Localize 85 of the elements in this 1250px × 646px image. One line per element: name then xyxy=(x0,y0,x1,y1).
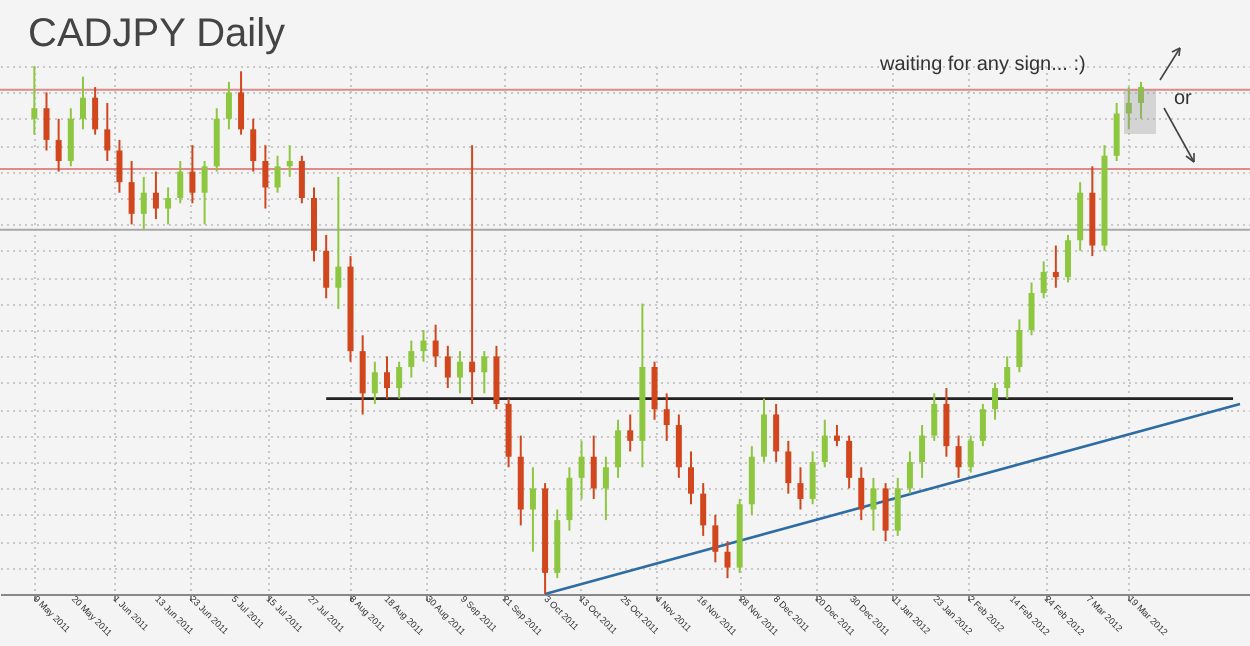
candlestick xyxy=(1125,86,1132,131)
candlestick xyxy=(396,360,403,400)
candlestick xyxy=(1052,244,1059,289)
candlestick xyxy=(627,413,634,453)
candlestick xyxy=(894,476,901,537)
candlestick xyxy=(55,117,62,173)
candlestick xyxy=(700,482,707,537)
candlestick xyxy=(967,434,974,474)
candlestick xyxy=(943,387,950,458)
candlestick xyxy=(92,86,99,136)
candlestick xyxy=(1040,260,1047,300)
candlestick xyxy=(773,402,780,463)
candlestick xyxy=(286,144,293,178)
candlestick xyxy=(116,138,123,194)
candlestick xyxy=(724,540,731,580)
candlestick xyxy=(688,450,695,506)
candlestick xyxy=(201,160,208,226)
candlestick xyxy=(298,154,305,205)
candlestick xyxy=(262,144,269,210)
candlestick xyxy=(79,75,86,131)
candlestick xyxy=(469,144,476,405)
candlestick xyxy=(1016,318,1023,374)
candlestick xyxy=(152,170,159,221)
candlestick xyxy=(663,392,670,442)
candlestick xyxy=(104,101,111,163)
candlestick xyxy=(882,482,889,543)
candlestick xyxy=(140,175,147,231)
candlestick xyxy=(809,450,816,506)
candlestick xyxy=(821,418,828,469)
candlestick xyxy=(444,344,451,390)
candlestick xyxy=(408,339,415,379)
candlestick xyxy=(238,70,245,136)
candlestick xyxy=(274,154,281,194)
candlestick xyxy=(335,175,342,310)
candlestick xyxy=(1113,101,1120,163)
candlestick xyxy=(323,233,330,300)
candlestick xyxy=(529,466,536,553)
candlestick xyxy=(1028,281,1035,337)
candlestick xyxy=(213,107,220,173)
candlestick xyxy=(128,160,135,226)
candlestick xyxy=(651,360,658,421)
candlestick xyxy=(493,344,500,411)
candlestick xyxy=(578,439,585,500)
candlestick xyxy=(931,392,938,442)
candlestick xyxy=(1065,233,1072,284)
candlestick xyxy=(481,350,488,395)
candlestick xyxy=(420,329,427,363)
candlestick xyxy=(712,513,719,564)
candlestick xyxy=(456,350,463,395)
candlestick xyxy=(1004,355,1011,400)
candlestick xyxy=(43,91,50,152)
candlestick xyxy=(1137,80,1144,120)
candlestick xyxy=(858,466,865,522)
annotation: waiting for any sign... :) xyxy=(880,54,1086,76)
candlestick xyxy=(870,476,877,532)
candlestick xyxy=(67,107,74,168)
candlestick xyxy=(602,455,609,522)
candlestick xyxy=(225,80,232,131)
candlestick xyxy=(615,418,622,479)
candlestick xyxy=(979,402,986,448)
candlestick xyxy=(748,445,755,516)
candlestick xyxy=(359,334,366,416)
annotation: or xyxy=(1174,88,1192,110)
candlestick xyxy=(919,424,926,479)
chart-title: CADJPY Daily xyxy=(28,12,286,58)
candlestick xyxy=(846,434,853,490)
candlestick xyxy=(189,144,196,205)
candlestick xyxy=(177,160,184,205)
candlestick xyxy=(797,466,804,511)
candlestick xyxy=(590,434,597,500)
candlestick xyxy=(760,397,767,463)
candlestick xyxy=(566,466,573,532)
candlestick xyxy=(906,450,913,495)
candlestick xyxy=(371,360,378,405)
candlestick xyxy=(250,117,257,173)
candlestick xyxy=(31,65,38,136)
candlestick xyxy=(833,424,840,448)
candlestick xyxy=(785,439,792,495)
candlestick xyxy=(165,186,172,226)
candlestick xyxy=(992,381,999,421)
candlestick xyxy=(1077,181,1084,252)
candlestick xyxy=(955,434,962,479)
candlestick xyxy=(675,413,682,479)
candlestick xyxy=(383,355,390,400)
candlestick xyxy=(432,323,439,368)
